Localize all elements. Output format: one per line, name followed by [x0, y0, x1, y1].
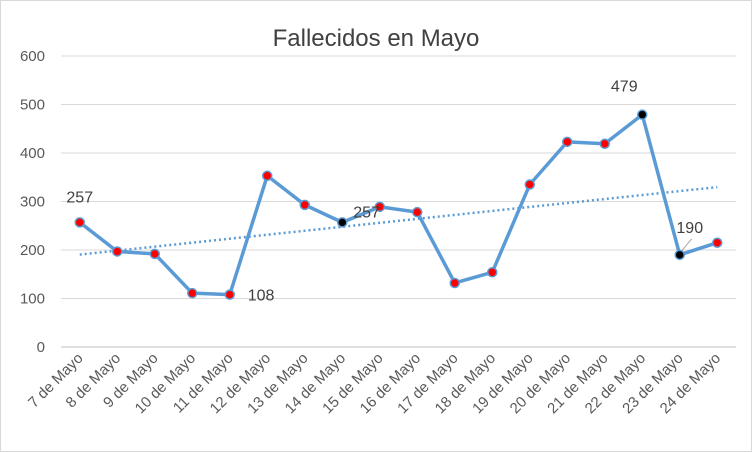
data-point: [149, 248, 160, 260]
data-point: [262, 170, 273, 182]
data-point: [637, 109, 648, 120]
data-point: [74, 217, 85, 228]
data-label: 108: [248, 288, 275, 305]
data-label: 479: [611, 79, 638, 96]
data-point: [599, 138, 610, 150]
data-point: [524, 179, 535, 190]
data-point: [674, 249, 685, 261]
data-point: [337, 217, 348, 228]
y-tick-label: 400: [20, 145, 45, 162]
data-point: [487, 267, 498, 278]
series-line: [78, 112, 718, 297]
data-point: [299, 199, 310, 211]
data-label: 257: [353, 204, 380, 221]
y-tick-label: 500: [20, 97, 45, 114]
y-tick-label: 100: [20, 291, 45, 308]
y-tick-label: 0: [37, 339, 45, 356]
data-point: [187, 287, 198, 299]
trendline-path: [79, 185, 718, 256]
data-point: [412, 206, 423, 218]
trendline: [79, 185, 718, 256]
data-labels: 257 108 257 479 190: [66, 79, 703, 305]
data-label: 190: [676, 220, 703, 237]
data-label-leader: [681, 238, 693, 252]
data-point: [712, 237, 723, 248]
y-axis: 0 100 200 300 400 500 600: [20, 48, 45, 356]
gridlines: [61, 55, 736, 348]
markers: [74, 109, 723, 300]
data-point: [224, 289, 235, 300]
y-tick-label: 600: [20, 48, 45, 65]
y-tick-label: 200: [20, 242, 45, 259]
data-point: [562, 136, 573, 148]
data-point: [374, 201, 385, 213]
data-label: 257: [66, 189, 93, 206]
series: [78, 112, 718, 297]
chart-title: Fallecidos en Mayo: [273, 25, 480, 52]
data-point: [112, 246, 123, 257]
y-tick-label: 300: [20, 194, 45, 211]
data-point: [449, 277, 460, 289]
